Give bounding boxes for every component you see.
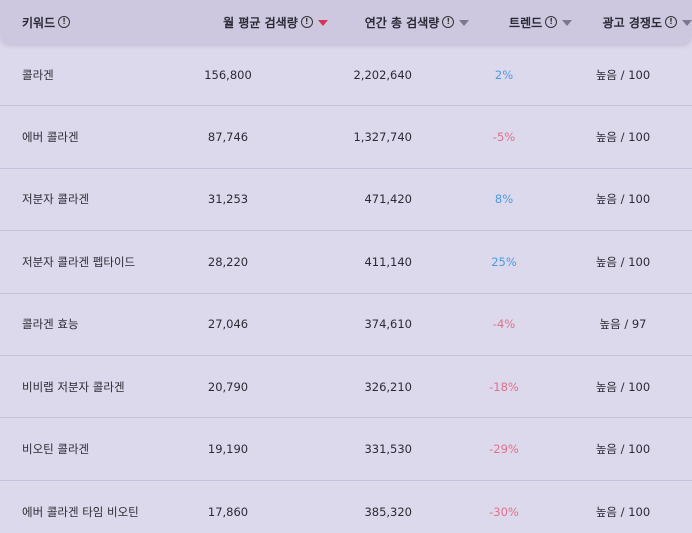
annual-cell: 471,420 [364, 192, 412, 207]
keyword-cell[interactable]: 저분자 콜라겐 [22, 192, 90, 207]
info-icon[interactable]: ! [300, 16, 313, 28]
info-icon[interactable]: ! [442, 16, 455, 28]
trend-cell: -5% [492, 130, 516, 145]
keyword-cell[interactable]: 에버 콜라겐 [22, 130, 79, 145]
monthly-cell: 19,190 [207, 442, 249, 457]
competition-cell: 높음 / 100 [595, 67, 651, 82]
competition-cell: 높음 / 100 [595, 379, 651, 394]
header-keyword: 키워드 ! [0, 14, 133, 31]
competition-cell: 높음 / 100 [595, 130, 651, 145]
table-row[interactable]: 저분자 콜라겐 31,253 471,420 8% 높음 / 100 [0, 169, 692, 232]
trend-cell: 2% [494, 67, 514, 82]
trend-cell: -30% [489, 504, 519, 519]
monthly-cell: 28,220 [207, 254, 249, 269]
annual-cell: 1,327,740 [353, 130, 412, 145]
trend-cell: 8% [494, 192, 514, 207]
table-row[interactable]: 비비랩 저분자 콜라겐 20,790 326,210 -18% 높음 / 100 [0, 356, 692, 419]
table-row[interactable]: 저분자 콜라겐 펩타이드 28,220 411,140 25% 높음 / 100 [0, 231, 692, 294]
competition-cell: 높음 / 97 [599, 317, 647, 332]
keyword-cell[interactable]: 에버 콜라겐 타임 비오틴 [22, 504, 139, 519]
monthly-cell: 31,253 [207, 192, 249, 207]
monthly-cell: 27,046 [207, 317, 249, 332]
annual-cell: 331,530 [364, 442, 412, 457]
keyword-cell[interactable]: 콜라겐 효능 [22, 317, 79, 332]
table-row[interactable]: 비오틴 콜라겐 19,190 331,530 -29% 높음 / 100 [0, 418, 692, 481]
header-monthly[interactable]: 월 평균 검색량 ! [133, 14, 328, 31]
keyword-cell[interactable]: 비오틴 콜라겐 [22, 442, 90, 457]
table-row[interactable]: 콜라겐 효능 27,046 374,610 -4% 높음 / 97 [0, 294, 692, 356]
info-icon[interactable]: ! [665, 16, 677, 28]
table-body: 콜라겐 156,800 2,202,640 2% 높음 / 100 에버 콜라겐… [0, 44, 692, 533]
trend-cell: -18% [489, 379, 519, 394]
info-icon[interactable]: ! [545, 16, 558, 28]
info-icon[interactable]: ! [58, 16, 71, 28]
header-annual-label[interactable]: 연간 총 검색량 [364, 15, 440, 30]
monthly-cell: 87,746 [207, 130, 249, 145]
table-header: 키워드 ! 월 평균 검색량 ! 연간 총 검색량 ! 트렌드 ! 광고 경쟁도… [0, 0, 692, 44]
competition-cell: 높음 / 100 [595, 192, 651, 207]
annual-cell: 374,610 [364, 317, 412, 332]
table-row[interactable]: 에버 콜라겐 타임 비오틴 17,860 385,320 -30% 높음 / 1… [0, 481, 692, 533]
annual-cell: 385,320 [364, 504, 412, 519]
competition-cell: 높음 / 100 [595, 442, 651, 457]
table-row[interactable]: 콜라겐 156,800 2,202,640 2% 높음 / 100 [0, 44, 692, 107]
header-monthly-label[interactable]: 월 평균 검색량 [223, 15, 298, 30]
competition-cell: 높음 / 100 [595, 254, 651, 269]
sort-down-icon[interactable] [562, 19, 573, 26]
header-trend[interactable]: 트렌드 ! [469, 14, 573, 31]
header-competition-label[interactable]: 광고 경쟁도 [602, 15, 662, 30]
sort-down-icon[interactable] [317, 19, 328, 26]
trend-cell: -4% [492, 317, 516, 332]
table-row[interactable]: 에버 콜라겐 87,746 1,327,740 -5% 높음 / 100 [0, 106, 692, 169]
monthly-cell: 156,800 [204, 67, 252, 82]
keyword-cell[interactable]: 콜라겐 [22, 67, 54, 82]
header-annual[interactable]: 연간 총 검색량 ! [328, 14, 470, 31]
monthly-cell: 20,790 [207, 379, 249, 394]
header-keyword-label: 키워드 [22, 15, 56, 30]
annual-cell: 326,210 [364, 379, 412, 394]
annual-cell: 2,202,640 [353, 67, 412, 82]
competition-cell: 높음 / 100 [595, 504, 651, 519]
annual-cell: 411,140 [364, 254, 412, 269]
keyword-cell[interactable]: 저분자 콜라겐 펩타이드 [22, 254, 136, 269]
monthly-cell: 17,860 [207, 504, 249, 519]
sort-down-icon[interactable] [459, 19, 470, 26]
trend-cell: -29% [489, 442, 519, 457]
keyword-cell[interactable]: 비비랩 저분자 콜라겐 [22, 379, 125, 394]
sort-down-icon[interactable] [682, 19, 692, 26]
header-trend-label[interactable]: 트렌드 [509, 15, 543, 30]
trend-cell: 25% [491, 254, 517, 269]
header-competition[interactable]: 광고 경쟁도 ! [572, 14, 692, 31]
